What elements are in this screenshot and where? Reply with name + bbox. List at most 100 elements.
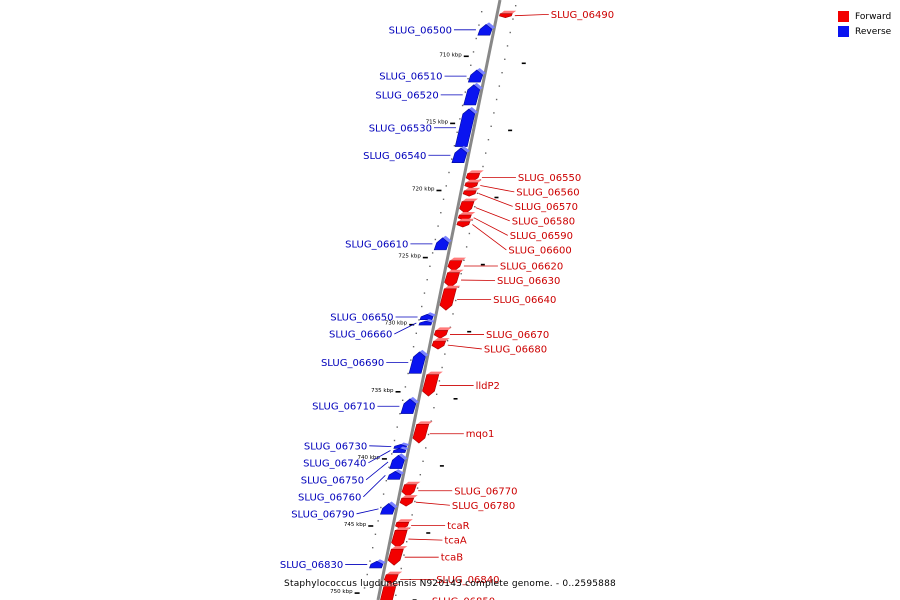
gene-slug_06630 [444,269,464,288]
gene-label: SLUG_06730 [304,441,367,452]
gene-label: SLUG_06500 [389,25,452,36]
strand-dots [363,5,517,596]
coordinate-label: 710 kbp [439,52,462,58]
gene-shape-top [400,442,410,447]
gene-label: tcaR [447,521,470,532]
gene-label: SLUG_06650 [330,312,393,323]
gene-shape [499,13,513,19]
strand-dot [401,399,404,401]
gene-shape [477,24,493,36]
strand-dot [498,85,501,87]
strand-dot [446,340,449,342]
strand-dot [512,18,514,20]
gene-shape [467,69,484,83]
strand-dot [461,104,464,107]
gene-tcab [387,546,408,566]
strand-dot [445,185,447,187]
strand-dot [411,514,413,516]
strand-dot [459,118,461,120]
legend-label-forward: Forward [855,11,892,22]
strand-dot [449,326,451,328]
strand-dot [416,487,419,489]
strand-dot [427,433,430,436]
gene-shape-top [462,198,479,202]
legend-swatch-forward [838,11,849,22]
strand-dot [438,380,441,382]
gene-shape-top [416,421,433,425]
gene-label: SLUG_06680 [484,344,547,355]
strand-dot [410,359,412,361]
gene-shape [464,182,479,189]
label-leader [480,185,515,193]
gene-shape-top [457,218,474,222]
gene-label: SLUG_06830 [280,560,343,571]
gene-shape-top [468,106,478,114]
gene-shape [419,313,434,320]
gene-slug_06770 [401,481,421,498]
gene-shape [392,448,407,453]
gene-slug_06620 [447,257,467,272]
gene-slug_06840 [383,571,403,585]
gene-shape-top [464,187,481,191]
gene-shape-top [444,285,461,289]
gene-shape [456,221,471,228]
strand-dot [415,332,417,334]
gene-shape-top [404,481,421,485]
gene-shape-top [395,469,405,475]
gene-slug_06660 [418,319,435,326]
gene-features [369,10,517,600]
gene-shape-top [500,10,517,14]
strand-dot [453,145,456,147]
gene-label: SLUG_06530 [369,123,432,134]
strand-dot [482,165,484,168]
gene-shape [380,503,395,515]
strand-dot [478,24,480,26]
gene-shape [369,560,384,569]
gene-shape [418,320,433,326]
gene-tcar [395,519,413,530]
gene-slug_06790 [380,501,398,515]
gene-shape [431,340,447,350]
gene-shape-top [391,546,408,550]
gene-label: SLUG_06570 [515,202,578,213]
gene-labels: SLUG_06490 SLUG_06500 SLUG_06510 SLUG_06520… [280,10,614,600]
gene-slug_06640 [439,285,461,311]
gene-label: SLUG_06710 [312,402,375,413]
strand-dot [374,533,377,535]
strand-dot [435,393,438,395]
gene-shape [444,272,460,288]
strand-dot [433,407,435,409]
strand-dot [391,453,393,455]
gene-label: SLUG_06790 [291,509,354,520]
coordinate-label: 720 kbp [412,186,435,192]
legend: Forward Reverse [838,9,900,39]
gene-slug_06610 [433,235,452,251]
gene-label: SLUG_06560 [516,187,579,198]
gene-shape-top [425,319,435,323]
gene-shape-top [426,371,443,375]
gene-slug_06710 [400,396,419,414]
coordinate-label: 750 kbp [330,589,353,595]
label-leader [475,207,510,222]
gene-shape-top [401,495,418,499]
label-leader [514,13,549,17]
gene-shape-top [460,145,470,153]
strand-dot [455,299,457,302]
strand-dot [414,500,416,503]
coordinate-label: 735 kbp [371,388,394,394]
gene-shape [387,470,402,480]
strand-dot [403,554,405,556]
gene-label: SLUG_06520 [375,90,438,101]
gene-slug_06650 [419,312,437,320]
strand-dot [485,152,487,154]
label-leader [363,475,386,498]
strand-dot [396,426,398,428]
strand-dot [444,353,446,355]
strand-dot [464,91,467,93]
strand-dot [397,581,400,583]
strand-dot [382,493,385,495]
gene-shape [412,424,430,444]
strand-dot [377,520,379,522]
gene-shape-top [476,68,486,76]
strand-dot [371,547,374,549]
